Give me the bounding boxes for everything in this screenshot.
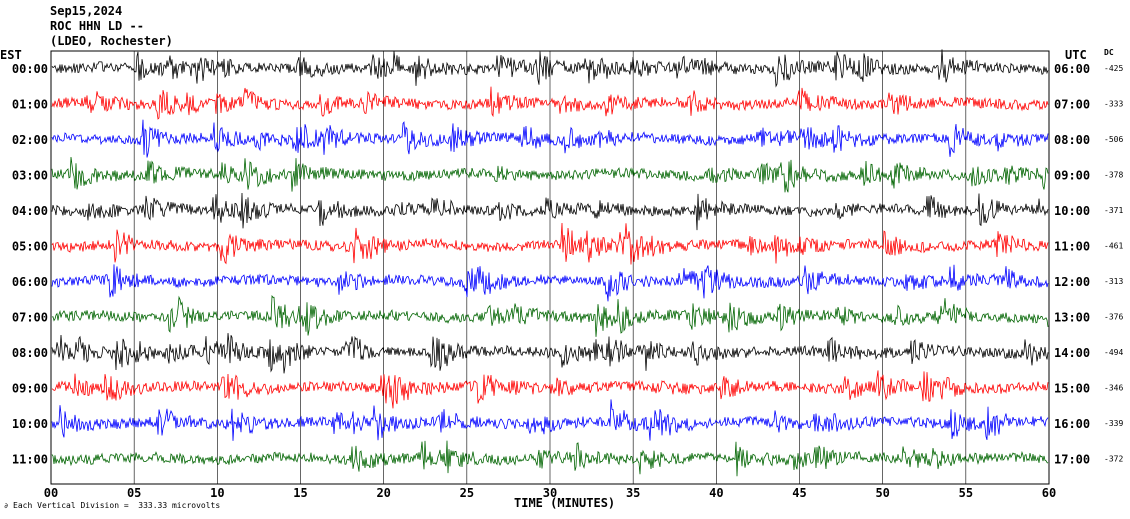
x-tick-label: 45 [792, 486, 806, 500]
right-axis-title: UTC [1065, 48, 1087, 62]
utc-time-label: 10:00 [1054, 204, 1090, 218]
utc-time-label: 14:00 [1054, 346, 1090, 360]
x-tick-label: 00 [44, 486, 58, 500]
dc-offset-label: -494 [1104, 348, 1123, 357]
utc-time-label: 06:00 [1054, 62, 1090, 76]
utc-time-label: 16:00 [1054, 417, 1090, 431]
plot-frame [50, 50, 1050, 485]
dc-offset-label: -376 [1104, 313, 1123, 322]
seismic-trace [51, 49, 1049, 88]
seismic-trace [51, 264, 1049, 302]
x-tick-label: 25 [460, 486, 474, 500]
x-tick-label: 10 [210, 486, 224, 500]
seismic-trace [51, 192, 1049, 231]
dc-offset-label: -313 [1104, 277, 1123, 286]
x-tick-label: 40 [709, 486, 723, 500]
utc-time-label: 12:00 [1054, 275, 1090, 289]
utc-time-label: 11:00 [1054, 240, 1090, 254]
x-axis-title: TIME (MINUTES) [514, 496, 616, 510]
utc-time-label: 07:00 [1054, 98, 1090, 112]
dc-offset-label: -333 [1104, 100, 1123, 109]
axis-labels: 00 05 10 15 20 25 30 35 40 45 50 55 60 00:00 06:00 -425… [12, 62, 1124, 500]
dc-offset-label: -461 [1104, 242, 1123, 251]
seismic-trace [51, 222, 1049, 265]
seismic-trace [51, 156, 1049, 193]
x-tick-label: 55 [959, 486, 973, 500]
footer-icon: ∂ [4, 502, 9, 510]
seismic-trace [51, 440, 1049, 477]
est-time-label: 03:00 [12, 169, 48, 183]
x-tick-label: 60 [1042, 486, 1056, 500]
seismic-trace [51, 370, 1049, 409]
seismic-trace [51, 295, 1049, 337]
x-tick-label: 15 [293, 486, 307, 500]
date-label: Sep15,2024 [50, 4, 123, 18]
est-time-label: 04:00 [12, 204, 48, 218]
est-time-label: 09:00 [12, 382, 48, 396]
seismic-trace [51, 86, 1049, 120]
est-time-label: 11:00 [12, 453, 48, 467]
est-time-label: 10:00 [12, 417, 48, 431]
utc-time-label: 08:00 [1054, 133, 1090, 147]
est-time-label: 01:00 [12, 98, 48, 112]
utc-time-label: 15:00 [1054, 382, 1090, 396]
x-tick-label: 05 [127, 486, 141, 500]
dc-offset-label: -506 [1104, 135, 1123, 144]
network-label: (LDEO, Rochester) [50, 34, 173, 48]
est-time-label: 00:00 [12, 62, 48, 76]
scale-note: ∂ Each Vertical Division = 333.33 microv… [4, 501, 220, 510]
x-tick-label: 20 [376, 486, 390, 500]
dc-offset-label: -339 [1104, 419, 1123, 428]
dc-offset-label: -372 [1104, 455, 1123, 464]
utc-time-label: 17:00 [1054, 453, 1090, 467]
est-time-label: 06:00 [12, 275, 48, 289]
dc-offset-label: -346 [1104, 384, 1123, 393]
seismic-trace [51, 399, 1049, 441]
dc-offset-label: -371 [1104, 206, 1123, 215]
x-tick-label: 30 [543, 486, 557, 500]
est-time-label: 08:00 [12, 346, 48, 360]
seismic-trace [51, 119, 1049, 158]
x-tick-label: 35 [626, 486, 640, 500]
dc-title: DC [1104, 48, 1114, 57]
x-tick-label: 50 [875, 486, 889, 500]
est-time-label: 02:00 [12, 133, 48, 147]
dc-offset-label: -425 [1104, 64, 1123, 73]
utc-time-label: 13:00 [1054, 311, 1090, 325]
seismic-trace [51, 333, 1049, 374]
est-time-label: 05:00 [12, 240, 48, 254]
left-axis-title: EST [0, 48, 22, 62]
station-label: ROC HHN LD -- [50, 19, 144, 33]
trace-group [51, 49, 1049, 477]
est-time-label: 07:00 [12, 311, 48, 325]
scale-note-text: Each Vertical Division = 333.33 microvol… [13, 501, 221, 510]
utc-time-label: 09:00 [1054, 169, 1090, 183]
dc-offset-label: -378 [1104, 171, 1123, 180]
